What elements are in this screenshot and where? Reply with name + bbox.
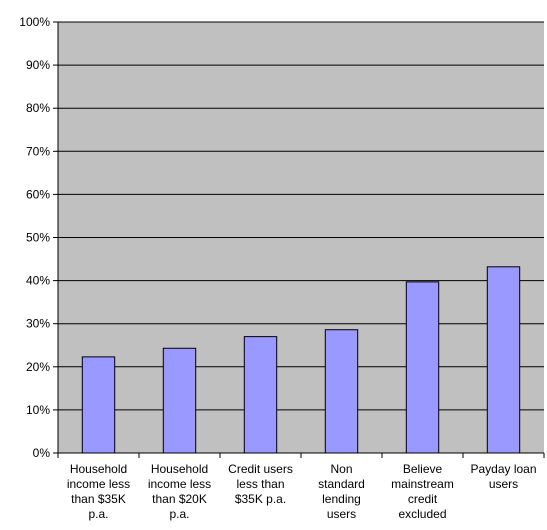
x-axis-category-labels: Household income less than $35K p.a. Househo… xyxy=(67,462,537,521)
bar xyxy=(486,266,521,454)
bar xyxy=(81,356,116,454)
y-tick-label: 80% xyxy=(26,101,50,115)
bar xyxy=(243,336,278,454)
y-tick-label: 20% xyxy=(26,360,50,374)
y-axis-tick-labels: 0% 10% 20% 30% 40% 50% 60% 70% 80% 90% 100% xyxy=(19,15,50,460)
y-tick-label: 40% xyxy=(26,274,50,288)
x-category-label: Credit users less than $35K p.a. xyxy=(228,462,293,506)
y-tick-label: 10% xyxy=(26,403,50,417)
y-tick-label: 30% xyxy=(26,317,50,331)
y-tick-label: 60% xyxy=(26,187,50,201)
y-tick-label: 50% xyxy=(26,231,50,245)
y-tick-label: 70% xyxy=(26,144,50,158)
x-category-label: Household income less than $20K p.a. xyxy=(148,462,211,521)
gridlines xyxy=(58,21,544,411)
bar xyxy=(405,281,440,454)
y-tick-label: 0% xyxy=(33,446,51,460)
x-category-label: Payday loan users xyxy=(470,462,536,491)
axes xyxy=(53,21,545,458)
y-tick-label: 100% xyxy=(19,15,50,29)
bars xyxy=(81,266,521,454)
x-category-label: Household income less than $35K p.a. xyxy=(67,462,130,521)
x-category-label: Believe mainstream credit excluded xyxy=(391,462,454,521)
y-tick-label: 90% xyxy=(26,58,50,72)
bar xyxy=(162,347,197,454)
bar xyxy=(324,329,359,454)
x-category-label: Non standard lending users xyxy=(318,462,365,521)
